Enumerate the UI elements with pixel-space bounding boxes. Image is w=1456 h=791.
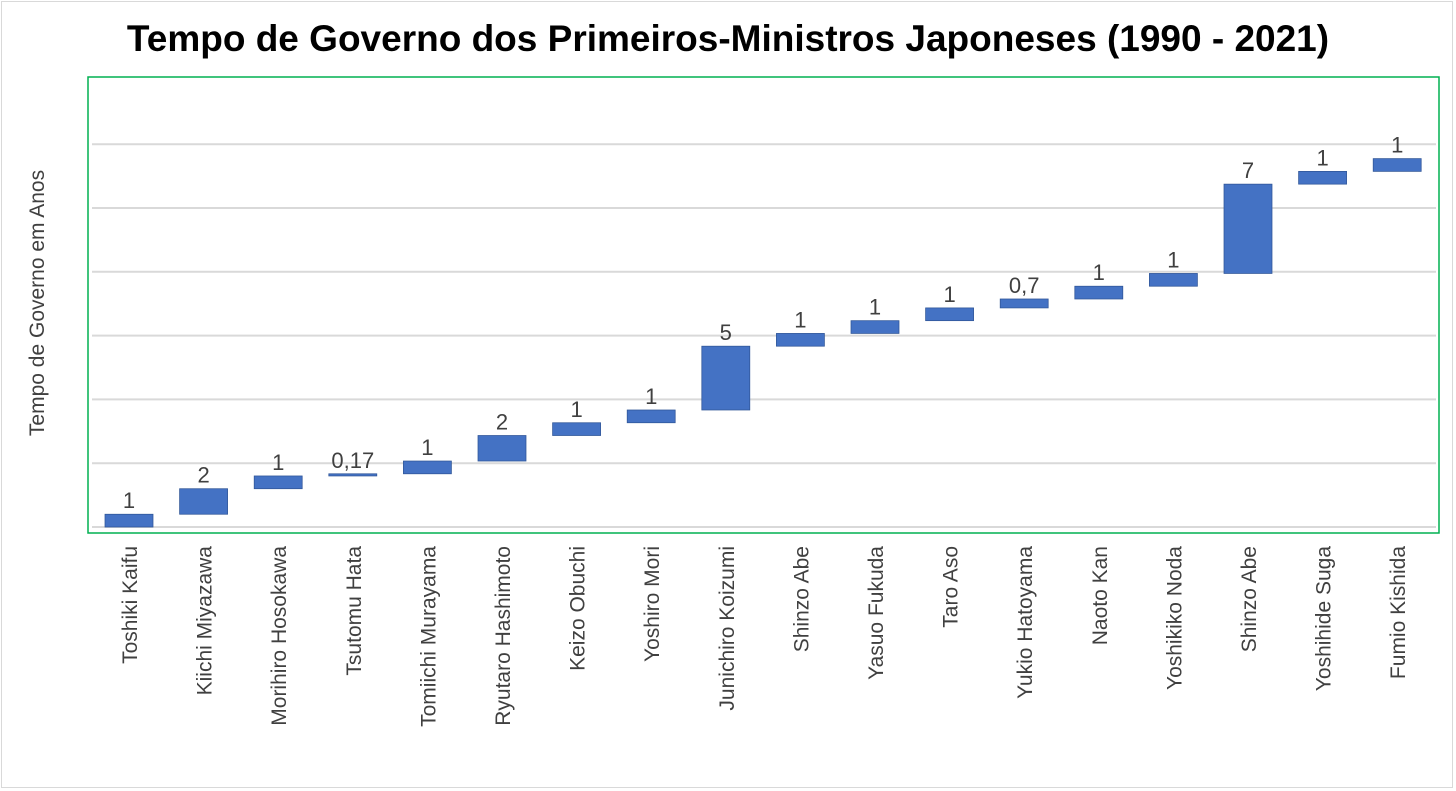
bar	[253, 475, 303, 490]
plot-area-border	[87, 76, 1440, 534]
category-labels: Toshiki Kaifu Kiichi Miyazawa Morihiro Hos…	[119, 546, 1410, 727]
category-label: Junichiro Koizumi	[716, 546, 739, 711]
data-label: 2	[496, 410, 508, 435]
data-label: 1	[794, 307, 806, 332]
bar	[477, 435, 527, 462]
category-label: Shinzo Abe	[790, 546, 813, 652]
category-label: Shinzo Abe	[1238, 546, 1261, 652]
bar	[1074, 285, 1124, 300]
category-label: Fumio Kishida	[1387, 546, 1410, 679]
category-label: Naoto Kan	[1089, 546, 1112, 645]
data-label: 1	[123, 488, 135, 513]
bar	[701, 345, 751, 411]
category-label: Ryutaro Hashimoto	[492, 546, 515, 726]
data-label: 1	[570, 397, 582, 422]
bar	[328, 473, 378, 477]
gridlines	[92, 143, 1436, 528]
category-label: Yoshihide Suga	[1313, 546, 1336, 692]
bar	[1149, 273, 1198, 287]
chart-title: Tempo de Governo dos Primeiros-Ministros…	[126, 18, 1330, 59]
data-label: 0,7	[1009, 273, 1040, 298]
data-label: 1	[421, 435, 433, 460]
data-label: 1	[943, 282, 955, 307]
data-label: 1	[1093, 260, 1105, 285]
category-label: Tomiichi Murayama	[417, 546, 440, 727]
y-axis-label: Tempo de Governo em Anos	[26, 170, 49, 436]
data-label: 1	[1167, 247, 1179, 272]
bar	[925, 307, 974, 322]
category-label: Taro Aso	[940, 546, 963, 628]
data-label: 1	[272, 450, 284, 475]
data-label: 1	[869, 295, 881, 320]
bar	[1372, 158, 1422, 172]
data-label: 1	[645, 384, 657, 409]
data-label: 7	[1242, 158, 1254, 183]
bar	[999, 298, 1049, 309]
bar	[403, 460, 452, 475]
category-label: Yasuo Fukuda	[865, 546, 888, 680]
category-label: Kiichi Miyazawa	[194, 546, 217, 696]
data-label: 1	[1391, 133, 1403, 158]
data-labels: 1 2 1 0,17 1 2 1 1 5 1 1 1 0,7 1 1 7 1 1	[123, 133, 1403, 514]
category-label: Yoshiro Mori	[641, 546, 664, 662]
category-label: Morihiro Hosokawa	[268, 546, 291, 726]
bars	[104, 158, 1422, 528]
data-label: 0,17	[331, 448, 374, 473]
data-label: 5	[720, 320, 732, 345]
bar	[626, 409, 676, 424]
bar	[1298, 171, 1347, 185]
bar	[776, 333, 825, 347]
bar	[850, 320, 900, 334]
bar	[1223, 183, 1273, 274]
data-label: 1	[1316, 145, 1328, 170]
category-label: Tsutomu Hata	[343, 546, 366, 676]
bar	[179, 488, 228, 515]
category-label: Toshiki Kaifu	[119, 546, 142, 664]
bar	[104, 513, 154, 528]
category-label: Yukio Hatoyama	[1014, 546, 1037, 699]
data-label: 2	[197, 463, 209, 488]
category-label: Keizo Obuchi	[567, 546, 590, 671]
category-label: Yoshikiko Noda	[1163, 546, 1186, 690]
bar	[552, 422, 601, 436]
